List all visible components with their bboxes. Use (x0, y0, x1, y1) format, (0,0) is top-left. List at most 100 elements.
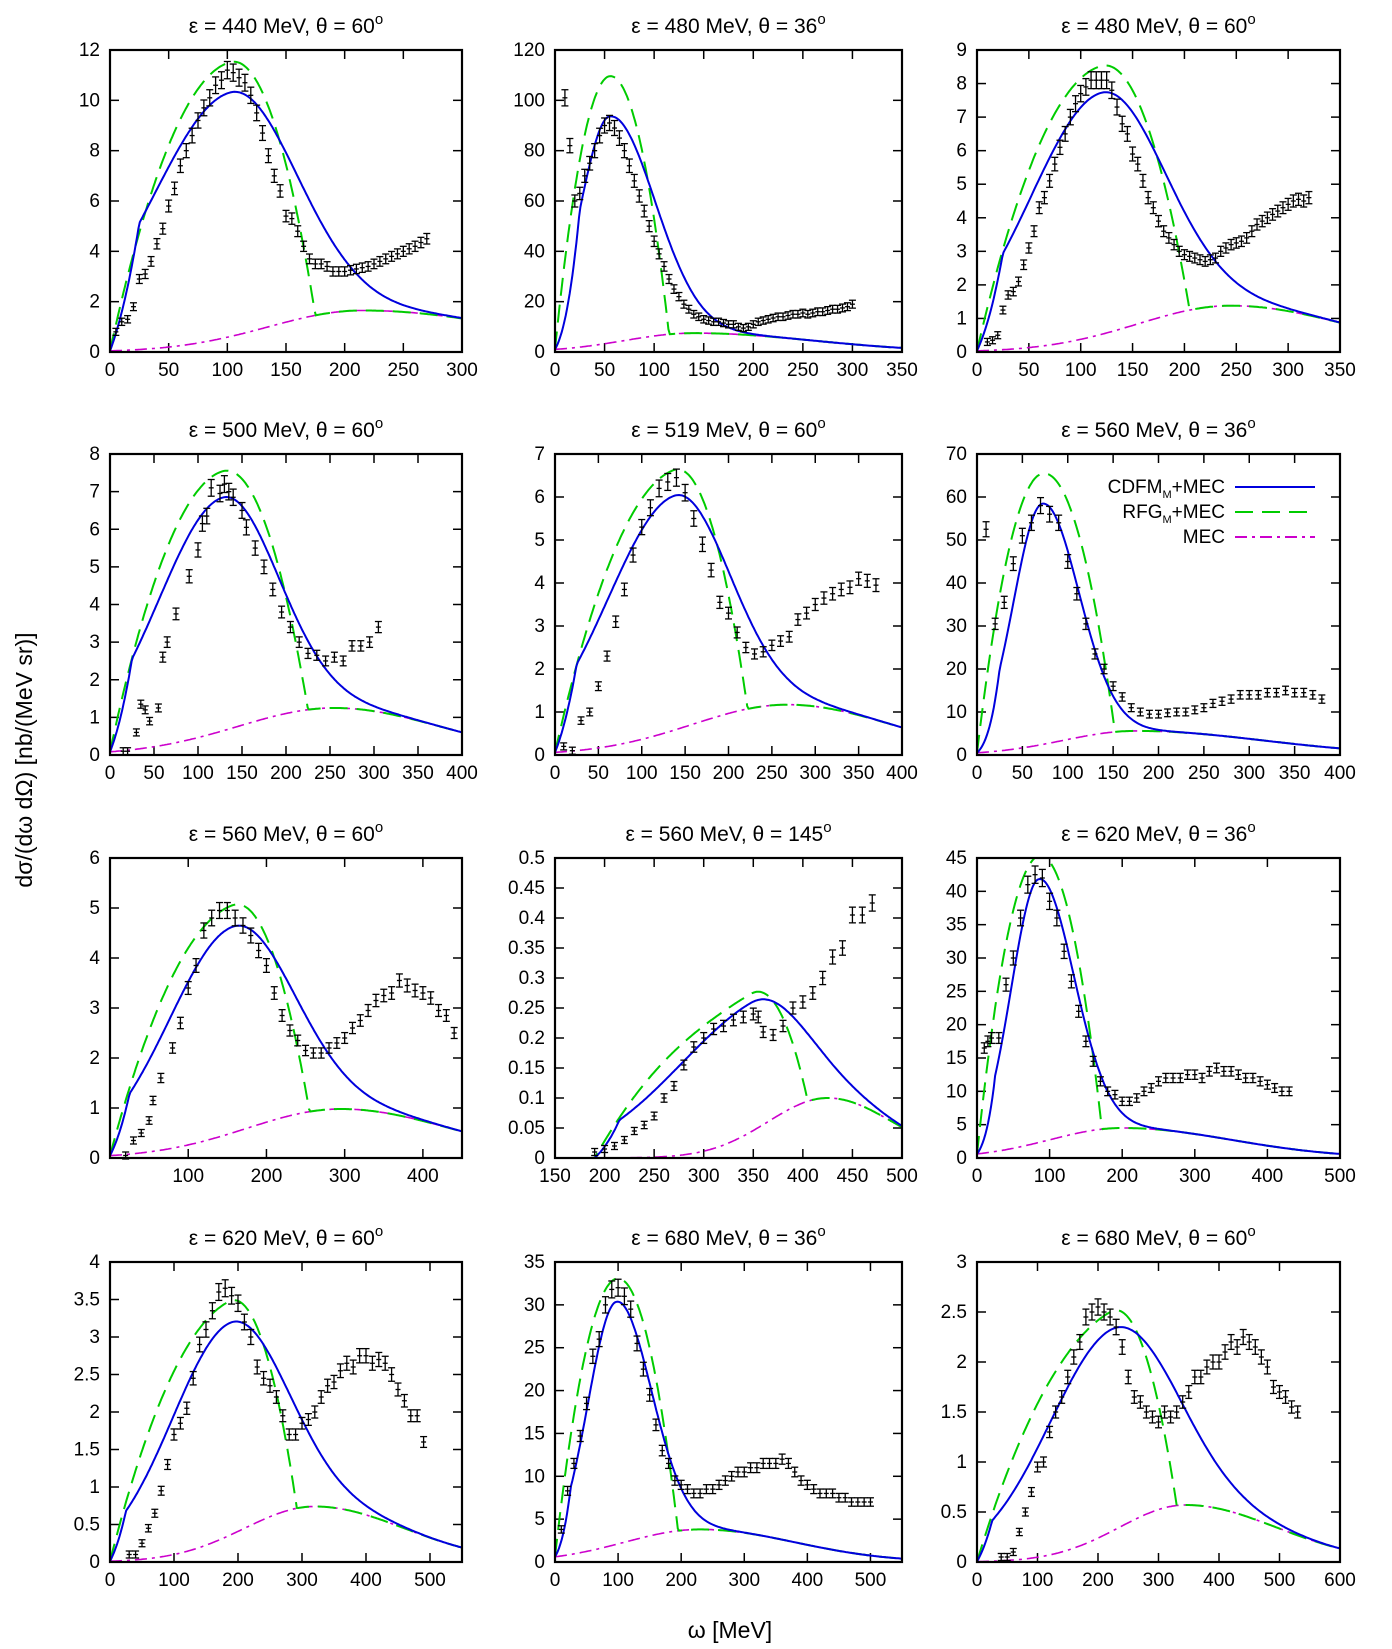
y-tick-label: 1 (89, 1477, 100, 1498)
x-tick-label: 0 (972, 1570, 983, 1591)
data-point (276, 184, 284, 198)
data-point (153, 237, 161, 250)
data-point (370, 258, 378, 270)
x-tick-label: 350 (1279, 763, 1311, 784)
y-tick-label: 1 (956, 1452, 967, 1473)
data-point (665, 273, 673, 285)
panel-title-sup: o (1247, 11, 1255, 28)
y-tick-label: 2 (89, 1402, 100, 1423)
y-tick-label: 3 (956, 1252, 967, 1273)
y-tick-label: 2 (89, 670, 100, 691)
rfg-mec-curve (110, 60, 462, 352)
y-axis-label: dσ/(dω dΩ) [nb/(MeV sr)] (11, 632, 37, 887)
data-point (846, 580, 854, 595)
data-point (652, 1418, 660, 1432)
x-tick-label: 600 (1324, 1570, 1356, 1591)
data-point (1089, 1055, 1097, 1067)
plot-frame (975, 856, 1342, 1160)
data-point (427, 991, 435, 1005)
x-tick-label: 250 (787, 360, 819, 381)
y-tick-label: 0.45 (508, 878, 545, 899)
data-points (112, 60, 431, 337)
x-axis-label: ω [MeV] (688, 1617, 772, 1643)
data-point (1113, 98, 1121, 116)
data-point (260, 559, 268, 575)
data-point (789, 1001, 797, 1015)
data-point (176, 1016, 184, 1030)
x-tick-label: 250 (314, 763, 346, 784)
data-point (779, 1019, 787, 1033)
data-point (1014, 276, 1022, 287)
data-point (129, 302, 137, 312)
x-tick-label: 300 (728, 1570, 760, 1591)
curves (977, 1309, 1340, 1562)
data-point (294, 225, 302, 238)
x-tick-label: 150 (1117, 360, 1149, 381)
y-tick-label: 0 (956, 1552, 967, 1573)
y-tick-label: 0 (956, 342, 967, 363)
data-point (1109, 681, 1117, 692)
panel-title-sup: o (1247, 415, 1255, 432)
data-point (1201, 255, 1209, 267)
data-point (670, 1080, 678, 1092)
data-point (1055, 514, 1063, 532)
data-point (715, 1479, 723, 1491)
data-point (994, 331, 1002, 340)
data-point (125, 1550, 133, 1559)
mec-curve (110, 1108, 462, 1157)
data-point (300, 240, 308, 253)
data-point (159, 651, 167, 663)
y-tick-label: 40 (946, 881, 967, 902)
data-point (129, 1136, 137, 1145)
data-point (1082, 617, 1090, 631)
data-point (1242, 1072, 1250, 1084)
data-point (1017, 909, 1025, 927)
panel-title-sup: o (375, 11, 383, 28)
data-point (834, 304, 842, 314)
data-point (1145, 709, 1153, 719)
data-point (1186, 250, 1194, 262)
data-point (866, 1497, 874, 1507)
data-point (829, 586, 837, 601)
data-point (1077, 84, 1085, 103)
data-point (1295, 192, 1303, 207)
data-point (995, 1031, 1003, 1045)
y-tick-label: 0.5 (74, 1515, 100, 1536)
panel-title: ε = 440 MeV, θ = 60o (189, 11, 383, 38)
data-point (1185, 1384, 1193, 1400)
data-point (670, 284, 678, 294)
data-point (208, 1302, 216, 1320)
data-point (586, 707, 594, 717)
data-point (835, 1492, 843, 1503)
data-point (159, 222, 167, 235)
panel-title-sup: o (817, 415, 825, 432)
data-point (650, 235, 658, 248)
data-point (1000, 595, 1008, 610)
data-point (1009, 556, 1017, 572)
panel-8: ε = 560 MeV, θ = 145o 150 200 250 300 350 400 4… (508, 819, 918, 1187)
data-point (157, 1485, 165, 1496)
data-point (872, 578, 880, 593)
y-tick-label: 45 (946, 848, 967, 869)
data-point (854, 1497, 862, 1507)
x-tick-label: 150 (270, 360, 302, 381)
data-point (176, 158, 184, 174)
data-point (285, 1428, 293, 1441)
data-point (356, 1347, 364, 1364)
data-point (247, 1328, 255, 1346)
y-tick-label: 10 (79, 90, 100, 111)
data-point (804, 309, 812, 319)
data-point (700, 1031, 708, 1045)
data-point (1263, 687, 1271, 698)
data-point (860, 1497, 868, 1507)
data-point (335, 266, 343, 277)
data-point (1285, 1086, 1293, 1097)
data-point (729, 1013, 737, 1027)
y-tick-label: 4 (956, 208, 967, 229)
data-point (664, 472, 672, 492)
data-point (829, 1488, 837, 1499)
data-point (229, 488, 237, 507)
data-point (839, 303, 847, 313)
data-point (759, 316, 767, 325)
